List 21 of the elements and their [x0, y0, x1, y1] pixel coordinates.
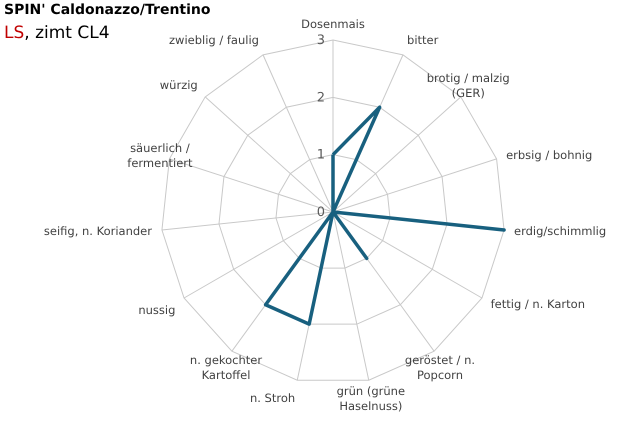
spoke-label: geröstet / n. Popcorn	[404, 352, 476, 382]
spoke-label: grün (grüne Haselnuss)	[336, 384, 406, 413]
spoke-label: würzig	[160, 78, 198, 92]
spoke-label: Dosenmais	[301, 17, 365, 31]
spoke-label: zwieblig / faulig	[169, 32, 259, 47]
spoke-label: säuerlich / fermentiert	[127, 141, 194, 170]
spoke-label: seifig, n. Koriander	[44, 224, 152, 238]
spoke-label: n. gekochter Kartoffel	[190, 352, 262, 382]
spoke-label: erdig/schimmlig	[514, 224, 606, 238]
spoke-label: brotig / malzig (GER)	[426, 70, 510, 100]
y-tick-label: 2	[316, 90, 325, 106]
spoke-label: bitter	[407, 32, 439, 47]
y-tick-label: 1	[316, 148, 325, 163]
chart-subtitle: LS, zimt CL4	[4, 23, 110, 43]
spoke-label: erbsig / bohnig	[506, 148, 592, 162]
chart-title: SPIN' Caldonazzo/Trentino	[4, 2, 211, 18]
spoke-label: nussig	[138, 303, 176, 317]
spoke-label: n. Stroh	[250, 390, 296, 405]
y-tick-label: 3	[316, 33, 325, 48]
spoke-label: fettig / n. Karton	[490, 297, 585, 311]
y-tick-label: 0	[316, 205, 325, 220]
